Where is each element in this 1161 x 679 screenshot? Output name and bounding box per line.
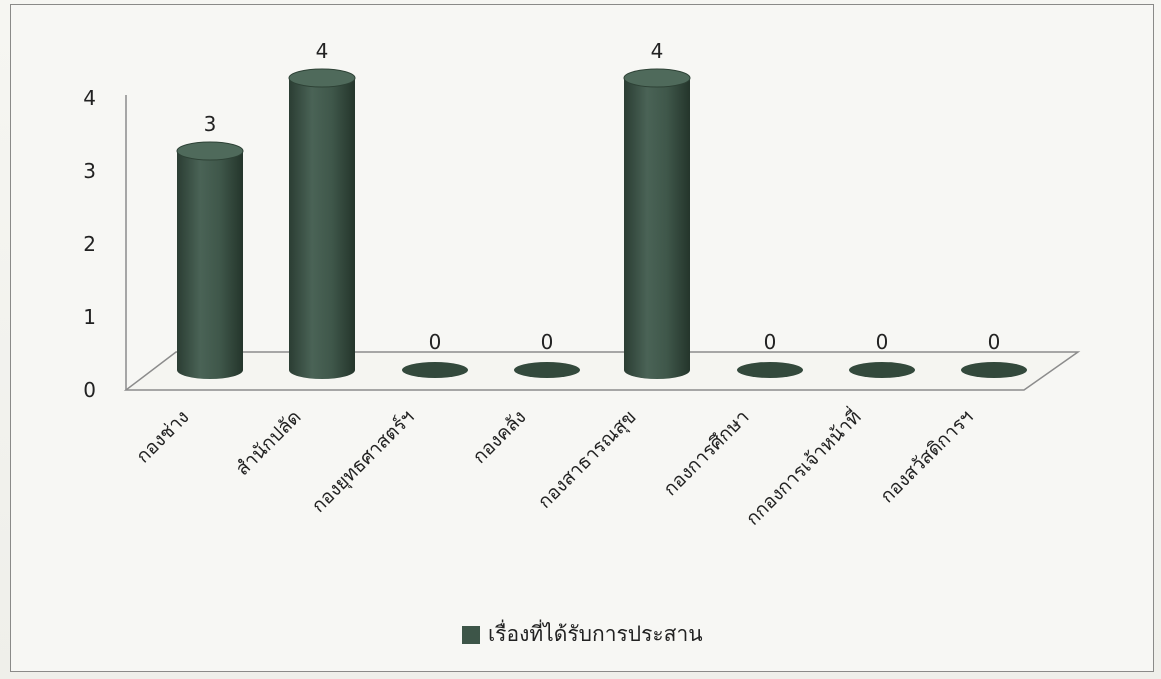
bar xyxy=(624,69,690,379)
data-label: 0 xyxy=(988,330,1001,354)
x-tick-label: กองสาธารณสุข xyxy=(534,406,642,514)
legend: เรื่องที่ได้รับการประสาน xyxy=(462,618,703,651)
x-tick-label: กกองการเจ้าหน้าที่ xyxy=(740,404,866,530)
y-ticks: 0 1 2 3 4 xyxy=(83,86,96,402)
axes xyxy=(126,95,1078,390)
data-label: 0 xyxy=(876,330,889,354)
bar-top xyxy=(289,69,355,87)
bar-base xyxy=(849,362,915,378)
bars xyxy=(177,69,1027,379)
bar-body xyxy=(177,151,243,379)
bar xyxy=(849,362,915,378)
data-label: 3 xyxy=(204,112,217,136)
data-label: 4 xyxy=(651,39,664,63)
x-tick-label: สำนักปลัด xyxy=(231,406,305,480)
bar-base xyxy=(514,362,580,378)
bar-top xyxy=(624,69,690,87)
y-tick-label: 2 xyxy=(83,232,96,256)
data-label: 0 xyxy=(429,330,442,354)
bar xyxy=(177,142,243,379)
legend-label: เรื่องที่ได้รับการประสาน xyxy=(488,618,703,651)
bar-body xyxy=(289,78,355,379)
data-label: 4 xyxy=(316,39,329,63)
x-ticks: กองช่าง สำนักปลัด กองยุทธศาสตร์ฯ กองคลัง กอง… xyxy=(132,404,978,530)
y-tick-label: 0 xyxy=(83,378,96,402)
x-tick-label: กองยุทธศาสตร์ฯ xyxy=(308,406,420,518)
x-tick-label: กองช่าง xyxy=(132,406,194,468)
bar-base xyxy=(402,362,468,378)
x-tick-label: กองสวัสดิการฯ xyxy=(876,406,977,507)
bar-base xyxy=(737,362,803,378)
bar-base xyxy=(961,362,1027,378)
y-tick-label: 3 xyxy=(83,159,96,183)
data-label: 0 xyxy=(541,330,554,354)
bar-body xyxy=(624,78,690,379)
bar xyxy=(402,362,468,378)
bar-top xyxy=(177,142,243,160)
legend-swatch xyxy=(462,626,480,644)
chart-floor xyxy=(126,352,1078,390)
y-tick-label: 1 xyxy=(83,305,96,329)
x-tick-label: กองการศึกษา xyxy=(659,406,753,500)
bar xyxy=(514,362,580,378)
bar xyxy=(289,69,355,379)
y-tick-label: 4 xyxy=(83,86,96,110)
bar xyxy=(737,362,803,378)
bar xyxy=(961,362,1027,378)
data-label: 0 xyxy=(764,330,777,354)
x-tick-label: กองคลัง xyxy=(468,406,530,468)
